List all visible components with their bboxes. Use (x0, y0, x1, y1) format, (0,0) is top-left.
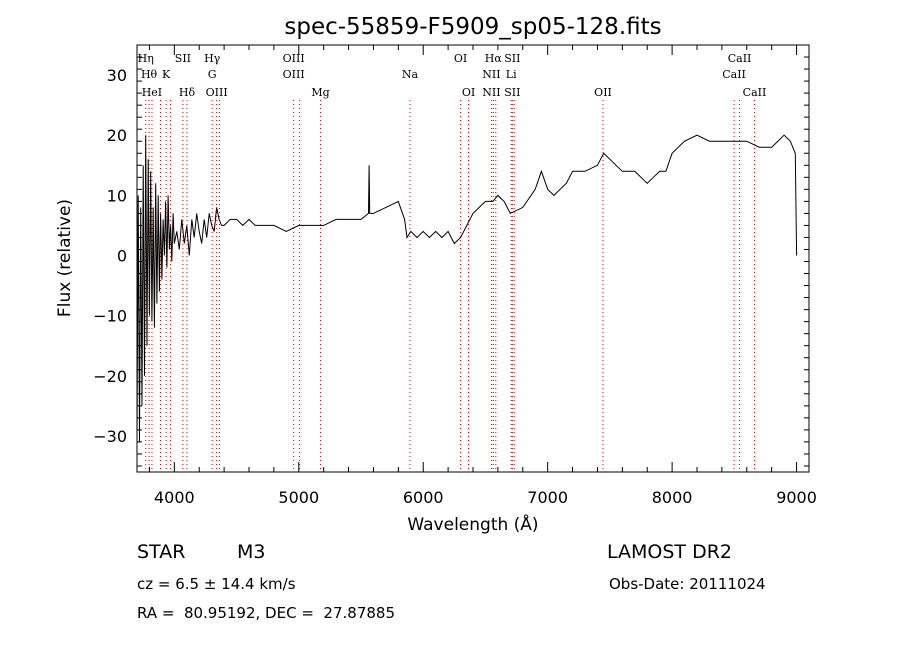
y-tick-label: −20 (93, 367, 127, 386)
object-type: STAR (137, 541, 186, 563)
line-label-17-0: NII (482, 68, 500, 81)
x-tick-label: 8000 (652, 488, 693, 507)
x-tick-label: 4000 (154, 488, 195, 507)
spectrum-series-line (136, 134, 798, 442)
line-label-0-0: Hη (138, 52, 154, 65)
line-label-6-0: SII (175, 52, 191, 65)
line-label-7-0: Hδ (179, 86, 196, 99)
line-label-13-0: Mg (311, 86, 329, 99)
object-subclass: M3 (237, 541, 266, 563)
line-label-26-0: CaII (743, 86, 767, 99)
line-label-17-1: NII (482, 86, 500, 99)
observation-date: Obs-Date: 20111024 (609, 575, 766, 593)
y-axis-label: Flux (relative) (55, 199, 75, 317)
spectral-line-markers (145, 100, 755, 472)
y-tick-label: 20 (107, 126, 127, 145)
y-axis: −30 −20 −10 0 10 20 30 (93, 44, 809, 467)
x-axis-label: Wavelength (Å) (407, 513, 538, 535)
line-label-4-0: K (162, 68, 171, 81)
y-tick-label: 30 (107, 66, 127, 85)
line-label-21-0: SII (504, 52, 520, 65)
line-label-8-0: Hγ (204, 52, 221, 65)
line-label-21-1: SII (504, 86, 520, 99)
line-label-15-0: OI (454, 52, 467, 65)
coordinates: RA = 80.95192, DEC = 27.87885 (137, 604, 396, 622)
y-tick-label: −10 (93, 307, 127, 326)
redshift-cz: cz = 6.5 ± 14.4 km/s (137, 575, 296, 593)
line-label-8-1: G (208, 68, 217, 81)
line-label-11-0: OIII (283, 52, 305, 65)
line-label-14-0: Na (402, 68, 419, 81)
line-label-16-0: OI (462, 86, 475, 99)
line-label-2-0: HeI (142, 86, 162, 99)
y-tick-label: 0 (117, 246, 127, 265)
line-label-20-0: Li (506, 68, 517, 81)
line-label-25-0: CaII (728, 52, 752, 65)
line-label-1-0: Hθ (141, 68, 158, 81)
line-label-18-0: Hα (485, 52, 503, 65)
line-label-24-0: CaII (722, 68, 746, 81)
x-tick-label: 5000 (278, 488, 319, 507)
line-label-9-0: OIII (206, 86, 228, 99)
x-tick-label: 9000 (776, 488, 817, 507)
x-tick-label: 6000 (403, 488, 444, 507)
line-label-11-1: OIII (283, 68, 305, 81)
x-tick-label: 7000 (527, 488, 568, 507)
y-tick-label: −30 (93, 427, 127, 446)
chart-title: spec-55859-F5909_sp05-128.fits (284, 14, 661, 40)
x-axis: 4000 5000 6000 7000 8000 9000 (148, 45, 817, 507)
line-label-23-0: OII (594, 86, 612, 99)
y-tick-label: 10 (107, 186, 127, 205)
survey-name: LAMOST DR2 (607, 541, 732, 563)
plot-frame (136, 44, 810, 473)
